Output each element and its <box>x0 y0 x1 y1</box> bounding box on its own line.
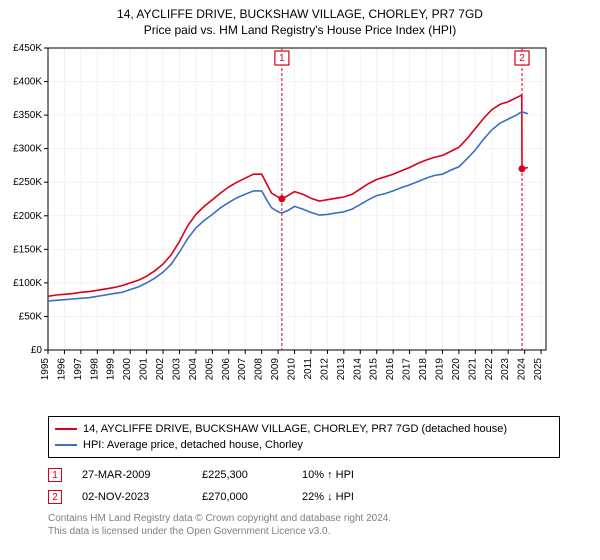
footer-line-2: This data is licensed under the Open Gov… <box>48 525 546 538</box>
svg-text:2002: 2002 <box>155 358 166 381</box>
svg-text:2022: 2022 <box>484 358 495 381</box>
event-price: £270,000 <box>202 491 282 503</box>
legend-swatch <box>55 444 77 446</box>
svg-text:2000: 2000 <box>122 358 133 381</box>
svg-text:2006: 2006 <box>221 358 232 381</box>
svg-text:£450K: £450K <box>13 43 42 54</box>
svg-text:2: 2 <box>519 54 525 65</box>
svg-text:1998: 1998 <box>89 358 100 381</box>
svg-text:2021: 2021 <box>467 358 478 381</box>
svg-text:2013: 2013 <box>336 358 347 381</box>
event-price: £225,300 <box>202 469 282 481</box>
svg-text:2003: 2003 <box>171 358 182 381</box>
event-date: 27-MAR-2009 <box>82 469 182 481</box>
svg-text:2010: 2010 <box>287 358 298 381</box>
event-row: 1 27-MAR-2009 £225,300 10% ↑ HPI <box>48 464 546 486</box>
svg-text:2017: 2017 <box>402 358 413 381</box>
svg-text:2016: 2016 <box>385 358 396 381</box>
legend-label: HPI: Average price, detached house, Chor… <box>83 439 303 451</box>
legend: 14, AYCLIFFE DRIVE, BUCKSHAW VILLAGE, CH… <box>48 416 560 458</box>
svg-text:1995: 1995 <box>40 358 51 381</box>
event-date: 02-NOV-2023 <box>82 491 182 503</box>
svg-text:2024: 2024 <box>517 358 528 381</box>
svg-text:2020: 2020 <box>451 358 462 381</box>
svg-text:2014: 2014 <box>352 358 363 381</box>
event-pct: 22% ↓ HPI <box>302 491 412 503</box>
svg-text:£0: £0 <box>31 345 43 356</box>
svg-text:£300K: £300K <box>13 144 42 155</box>
svg-text:1997: 1997 <box>73 358 84 381</box>
svg-text:2015: 2015 <box>369 358 380 381</box>
footer-line-1: Contains HM Land Registry data © Crown c… <box>48 512 546 525</box>
events-table: 1 27-MAR-2009 £225,300 10% ↑ HPI 2 02-NOV-202… <box>48 464 546 508</box>
legend-item: 14, AYCLIFFE DRIVE, BUCKSHAW VILLAGE, CH… <box>55 421 553 437</box>
chart-svg: £0 £50K £100K £150K £200K £250K £300K £350K £400… <box>0 38 600 410</box>
event-row: 2 02-NOV-2023 £270,000 22% ↓ HPI <box>48 486 546 508</box>
price-chart: £0 £50K £100K £150K £200K £250K £300K £350K £400… <box>0 38 600 410</box>
svg-text:2008: 2008 <box>254 358 265 381</box>
svg-text:2019: 2019 <box>434 358 445 381</box>
svg-text:£50K: £50K <box>19 312 43 323</box>
svg-text:£100K: £100K <box>13 278 42 289</box>
event-pct: 10% ↑ HPI <box>302 469 412 481</box>
svg-text:1: 1 <box>279 54 285 65</box>
svg-text:2004: 2004 <box>188 358 199 381</box>
svg-text:2007: 2007 <box>237 358 248 381</box>
title-line-2: Price paid vs. HM Land Registry's House … <box>0 22 600 38</box>
event-marker: 2 <box>48 490 62 504</box>
svg-text:2005: 2005 <box>204 358 215 381</box>
svg-text:2023: 2023 <box>500 358 511 381</box>
svg-text:£350K: £350K <box>13 110 42 121</box>
svg-text:2018: 2018 <box>418 358 429 381</box>
title-line-1: 14, AYCLIFFE DRIVE, BUCKSHAW VILLAGE, CH… <box>0 6 600 22</box>
svg-text:1999: 1999 <box>106 358 117 381</box>
svg-text:1996: 1996 <box>56 358 67 381</box>
svg-text:2025: 2025 <box>533 358 544 381</box>
title-block: 14, AYCLIFFE DRIVE, BUCKSHAW VILLAGE, CH… <box>0 0 600 38</box>
legend-item: HPI: Average price, detached house, Chor… <box>55 437 553 453</box>
legend-swatch <box>55 428 77 430</box>
svg-text:£200K: £200K <box>13 211 42 222</box>
footer: Contains HM Land Registry data © Crown c… <box>48 508 546 538</box>
svg-text:£400K: £400K <box>13 77 42 88</box>
svg-text:2011: 2011 <box>303 358 314 380</box>
svg-text:£250K: £250K <box>13 178 42 189</box>
svg-text:2012: 2012 <box>319 358 330 381</box>
legend-label: 14, AYCLIFFE DRIVE, BUCKSHAW VILLAGE, CH… <box>83 423 507 435</box>
event-marker: 1 <box>48 468 62 482</box>
svg-text:2001: 2001 <box>139 358 150 381</box>
svg-text:£150K: £150K <box>13 245 42 256</box>
svg-text:2009: 2009 <box>270 358 281 381</box>
